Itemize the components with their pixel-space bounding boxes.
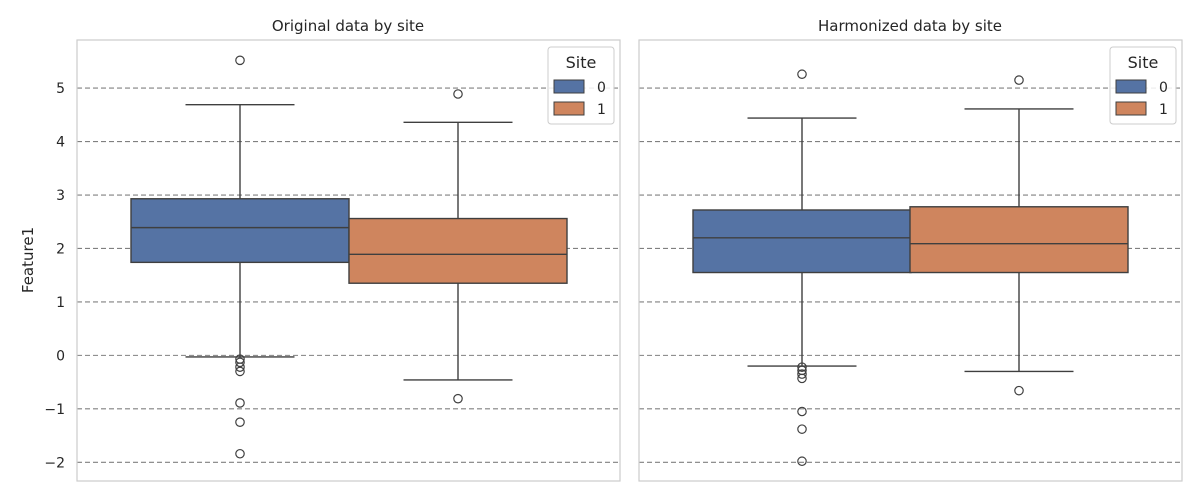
- outlier-point: [797, 456, 807, 467]
- box-iqr: [692, 209, 912, 274]
- outlier-point: [1014, 385, 1024, 396]
- y-tick-label: 1: [56, 295, 65, 311]
- outlier-point: [235, 417, 245, 427]
- y-tick-label: 0: [56, 348, 65, 364]
- y-tick-label: 5: [56, 81, 65, 97]
- box-iqr: [909, 206, 1129, 274]
- outlier-point: [235, 398, 245, 408]
- outlier-point: [235, 357, 245, 368]
- y-tick-label: 2: [56, 241, 65, 257]
- outlier-point: [235, 366, 245, 377]
- title-harmonized: Harmonized data by site: [818, 17, 1002, 35]
- y-tick-label: −2: [44, 455, 65, 471]
- box-series-1: [909, 75, 1129, 396]
- box-series-0: [692, 69, 912, 467]
- outlier-point: [797, 406, 807, 417]
- box-series-0: [130, 55, 350, 459]
- plot-frame-original: [76, 39, 621, 482]
- box-iqr: [348, 217, 568, 284]
- legend-label-1: 1: [1159, 102, 1168, 118]
- legend-title: Site: [566, 53, 597, 72]
- y-ticks-original: −2 −1 0 1 2 3 4 5: [44, 81, 65, 471]
- outlier-point: [797, 373, 807, 384]
- outlier-point: [235, 448, 245, 459]
- outlier-point: [797, 362, 807, 372]
- y-tick-label: 4: [56, 135, 65, 151]
- box-series-1: [348, 89, 568, 404]
- legend-swatch-0: [553, 79, 585, 94]
- outlier-point: [453, 393, 463, 404]
- outlier-point: [235, 55, 245, 66]
- legend-swatch-1: [553, 101, 585, 116]
- outlier-point: [1014, 75, 1024, 85]
- legend-label-0: 0: [597, 80, 606, 96]
- box-iqr: [130, 198, 350, 264]
- legend-title: Site: [1128, 53, 1159, 72]
- y-tick-label: −1: [44, 402, 65, 418]
- title-original: Original data by site: [272, 17, 424, 35]
- legend-swatch-0: [1115, 79, 1147, 94]
- boxes-original: [130, 55, 568, 459]
- legend-harmonized: Site 0 1: [1109, 46, 1177, 125]
- outlier-point: [453, 89, 463, 99]
- outlier-point: [797, 69, 807, 80]
- y-tick-label: 3: [56, 188, 65, 204]
- outlier-point: [235, 362, 245, 372]
- grid-harmonized: [639, 87, 1182, 463]
- outlier-point: [797, 424, 807, 434]
- panel-original: Original data by site Feature1 −2 −1 0 1 2 3 4…: [19, 17, 621, 482]
- legend-original: Site 0 1: [547, 46, 615, 125]
- legend-label-1: 1: [597, 102, 606, 118]
- legend-label-0: 0: [1159, 80, 1168, 96]
- legend-swatch-1: [1115, 101, 1147, 116]
- panel-harmonized: Harmonized data by site Site 0 1: [638, 17, 1183, 482]
- outlier-point: [797, 369, 807, 379]
- boxes-harmonized: [692, 69, 1129, 467]
- y-axis-label: Feature1: [19, 227, 37, 293]
- plot-frame-harmonized: [638, 39, 1183, 482]
